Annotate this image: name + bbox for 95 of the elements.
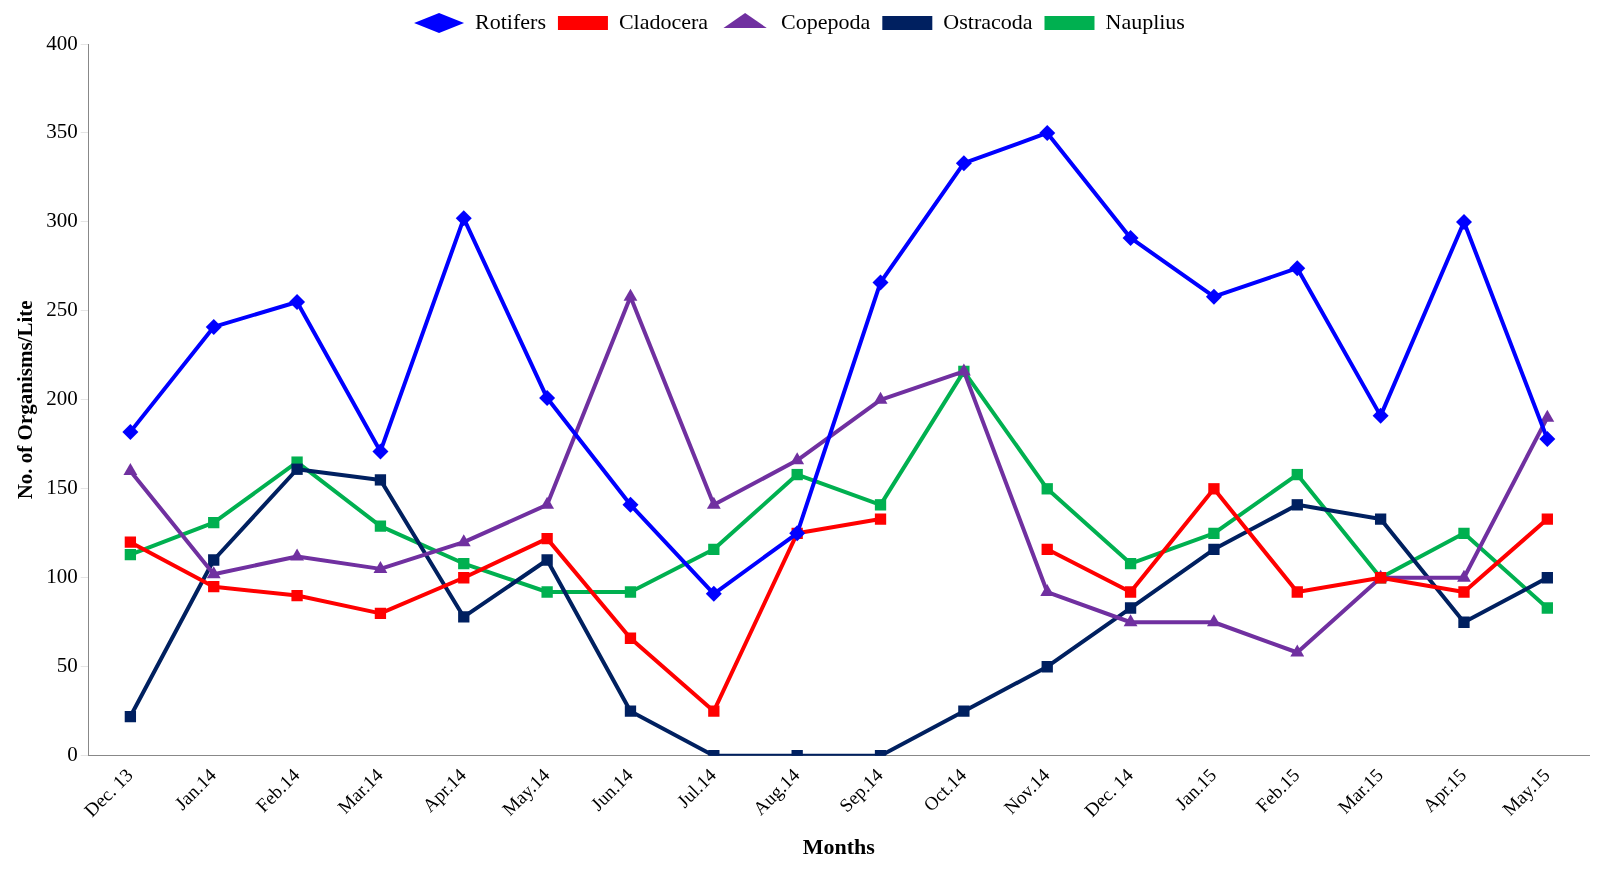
y-tick-label: 0 <box>67 742 78 767</box>
point <box>208 554 220 566</box>
point <box>1541 513 1553 525</box>
point <box>624 632 637 644</box>
point <box>458 572 470 584</box>
point <box>706 496 721 509</box>
point <box>708 543 720 555</box>
point <box>1457 569 1471 582</box>
y-axis-title: No. of Organisms/Lite <box>13 300 38 500</box>
point <box>1289 260 1306 277</box>
point <box>123 463 138 476</box>
point <box>1041 543 1053 555</box>
y-tick-label: 400 <box>46 30 78 55</box>
point <box>1124 557 1137 570</box>
point <box>208 581 220 593</box>
point <box>1541 602 1553 614</box>
point <box>1124 602 1137 614</box>
point <box>958 705 970 717</box>
legend-label: Rotifers <box>475 8 546 34</box>
point <box>1208 543 1220 555</box>
point <box>1041 661 1053 673</box>
point <box>374 520 387 532</box>
point <box>1124 586 1137 598</box>
point <box>622 496 639 513</box>
point <box>1539 430 1556 447</box>
point <box>1123 614 1138 627</box>
point <box>623 288 638 301</box>
point <box>289 293 306 310</box>
point <box>624 705 637 717</box>
point <box>872 274 889 291</box>
point <box>124 710 137 723</box>
point <box>1455 213 1472 230</box>
point <box>208 516 220 529</box>
point <box>624 586 637 598</box>
x-tick-label: Dec. 14 <box>1080 763 1138 821</box>
y-tick-label: 200 <box>46 386 78 411</box>
point <box>205 318 222 335</box>
point <box>458 557 470 570</box>
y-tick-label: 250 <box>46 297 78 322</box>
point <box>291 463 303 475</box>
y-tick-label: 350 <box>46 119 78 144</box>
point <box>1540 409 1555 422</box>
point <box>539 390 556 407</box>
x-tick-label: Dec. 13 <box>80 764 137 821</box>
point <box>1458 527 1470 539</box>
point <box>708 705 720 717</box>
point <box>1291 468 1303 481</box>
point <box>1458 616 1470 628</box>
point <box>541 586 553 598</box>
point <box>1374 513 1387 525</box>
y-tick-label: 150 <box>46 475 78 500</box>
point <box>1122 229 1139 246</box>
point <box>372 443 389 460</box>
point <box>1290 644 1305 657</box>
point <box>455 210 472 227</box>
point <box>1041 483 1053 495</box>
point <box>458 611 470 623</box>
point <box>874 499 887 511</box>
point <box>124 536 137 548</box>
point <box>1208 527 1220 539</box>
legend-label: Nauplius <box>1105 8 1185 34</box>
point <box>791 468 803 481</box>
point <box>374 607 387 620</box>
point <box>1039 124 1056 141</box>
point <box>955 155 972 172</box>
point <box>1291 499 1303 511</box>
y-tick-label: 50 <box>56 653 78 678</box>
point <box>1458 586 1470 598</box>
point <box>705 585 722 602</box>
x-axis-title: Months <box>802 834 876 860</box>
legend-label: Cladocera <box>618 8 709 34</box>
point <box>540 496 555 509</box>
y-tick-label: 300 <box>46 208 78 233</box>
y-tick-label: 100 <box>46 564 78 589</box>
point <box>291 589 303 602</box>
point <box>374 474 387 486</box>
point <box>373 560 388 573</box>
point <box>790 452 805 465</box>
point <box>124 548 137 561</box>
point <box>1207 614 1221 627</box>
point <box>456 534 471 547</box>
point <box>290 548 304 561</box>
point <box>874 513 887 525</box>
point <box>206 566 221 579</box>
point <box>1372 407 1389 424</box>
point <box>1541 572 1553 584</box>
legend-label: Copepoda <box>781 8 871 34</box>
point <box>541 554 553 566</box>
point <box>1291 586 1303 598</box>
point <box>873 391 888 404</box>
point <box>541 532 553 545</box>
point <box>122 423 139 440</box>
point <box>1205 288 1222 305</box>
legend-label: Ostracoda <box>943 8 1033 34</box>
point <box>1208 483 1220 495</box>
